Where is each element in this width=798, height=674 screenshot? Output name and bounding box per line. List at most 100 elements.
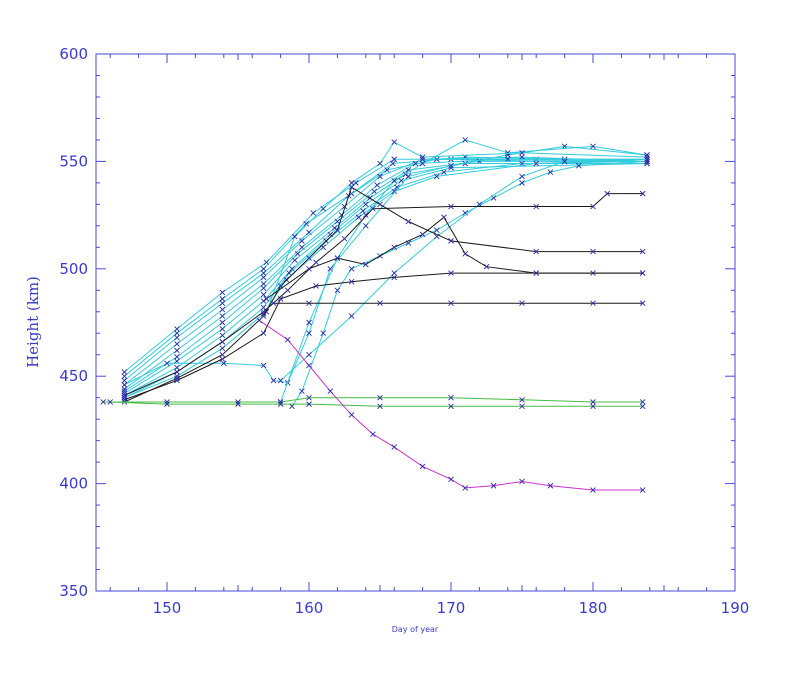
- data-point-marker: [391, 270, 398, 276]
- data-point-marker: [306, 362, 312, 369]
- y-tick-label: 550: [59, 152, 88, 170]
- data-point-marker: [371, 188, 378, 195]
- y-tick-label: 400: [59, 475, 88, 493]
- data-point-marker: [441, 214, 447, 221]
- data-point-marker: [370, 431, 376, 438]
- data-point-marker: [391, 156, 398, 163]
- series-13: [263, 139, 650, 315]
- data-point-marker: [639, 248, 646, 255]
- data-point-marker: [547, 169, 554, 175]
- series-14: [289, 158, 650, 410]
- data-point-marker: [313, 259, 319, 266]
- data-point-marker: [219, 332, 226, 339]
- data-point-marker: [107, 399, 114, 405]
- data-point-marker: [121, 373, 128, 380]
- data-point-marker: [448, 300, 454, 306]
- series-line: [103, 397, 643, 403]
- series-line: [124, 160, 648, 399]
- data-point-marker: [334, 287, 341, 294]
- data-point-marker: [348, 180, 355, 186]
- data-point-marker: [306, 265, 312, 272]
- data-point-marker: [174, 341, 180, 347]
- y-tick-label: 350: [59, 582, 88, 600]
- data-point-marker: [334, 227, 341, 233]
- data-point-marker: [219, 296, 226, 302]
- data-point-marker: [219, 339, 226, 345]
- data-point-marker: [270, 300, 277, 306]
- data-point-marker: [270, 377, 277, 384]
- data-point-marker: [121, 397, 128, 403]
- data-point-marker: [448, 403, 454, 410]
- series-8: [121, 160, 650, 399]
- series-line: [259, 319, 643, 491]
- data-point-marker: [448, 476, 454, 483]
- series-11: [121, 143, 650, 388]
- data-point-marker: [320, 205, 327, 212]
- data-point-marker: [391, 444, 398, 450]
- data-point-marker: [260, 270, 267, 276]
- series-23: [256, 317, 646, 493]
- data-point-marker: [174, 354, 180, 360]
- data-point-marker: [433, 173, 440, 180]
- data-point-marker: [306, 319, 312, 326]
- data-point-marker: [462, 250, 469, 257]
- data-point-marker: [519, 397, 525, 403]
- data-point-marker: [348, 278, 355, 285]
- data-point-marker: [260, 308, 267, 315]
- data-point-marker: [174, 364, 180, 371]
- data-point-marker: [377, 201, 383, 208]
- data-point-marker: [370, 205, 376, 212]
- data-point-marker: [100, 399, 106, 405]
- data-point-marker: [590, 203, 596, 210]
- data-point-marker: [284, 287, 291, 294]
- data-point-marker: [294, 250, 301, 257]
- data-point-marker: [377, 394, 383, 401]
- data-point-marker: [590, 403, 596, 410]
- data-point-marker: [394, 184, 400, 190]
- data-point-marker: [362, 212, 369, 218]
- data-point-marker: [299, 388, 305, 395]
- data-point-marker: [355, 214, 362, 221]
- data-point-marker: [391, 244, 398, 251]
- data-point-marker: [448, 270, 454, 276]
- data-point-marker: [219, 345, 226, 352]
- series-line: [124, 156, 648, 386]
- x-axis-label: Day of year: [392, 625, 439, 634]
- data-point-marker: [419, 160, 426, 167]
- data-point-marker: [419, 154, 426, 160]
- series-line: [124, 186, 643, 403]
- data-point-marker: [260, 291, 267, 298]
- data-point-marker: [348, 412, 355, 418]
- series-line: [110, 401, 643, 407]
- data-point-marker: [639, 403, 646, 410]
- data-point-marker: [260, 265, 267, 272]
- data-point-marker: [219, 313, 226, 319]
- data-point-marker: [348, 184, 355, 190]
- series-4: [121, 154, 650, 388]
- series-line: [124, 158, 648, 390]
- data-point-marker: [533, 160, 540, 167]
- data-point-marker: [289, 403, 295, 410]
- data-point-marker: [306, 401, 312, 407]
- data-point-marker: [419, 231, 426, 238]
- data-point-marker: [483, 263, 490, 270]
- data-point-marker: [260, 362, 267, 369]
- data-point-marker: [219, 306, 226, 313]
- data-point-marker: [547, 482, 554, 489]
- series-line: [124, 163, 648, 396]
- series-6: [121, 158, 650, 395]
- data-point-marker: [220, 360, 227, 367]
- data-point-marker: [639, 399, 646, 405]
- series-12: [277, 137, 650, 405]
- data-point-marker: [310, 210, 317, 216]
- data-point-marker: [391, 188, 398, 195]
- data-point-marker: [121, 392, 128, 399]
- series-line: [124, 163, 647, 394]
- data-point-marker: [377, 403, 383, 410]
- data-point-marker: [639, 190, 646, 197]
- series-18: [121, 190, 646, 399]
- data-point-marker: [639, 300, 646, 306]
- data-point-marker: [291, 257, 298, 264]
- data-point-marker: [277, 401, 284, 407]
